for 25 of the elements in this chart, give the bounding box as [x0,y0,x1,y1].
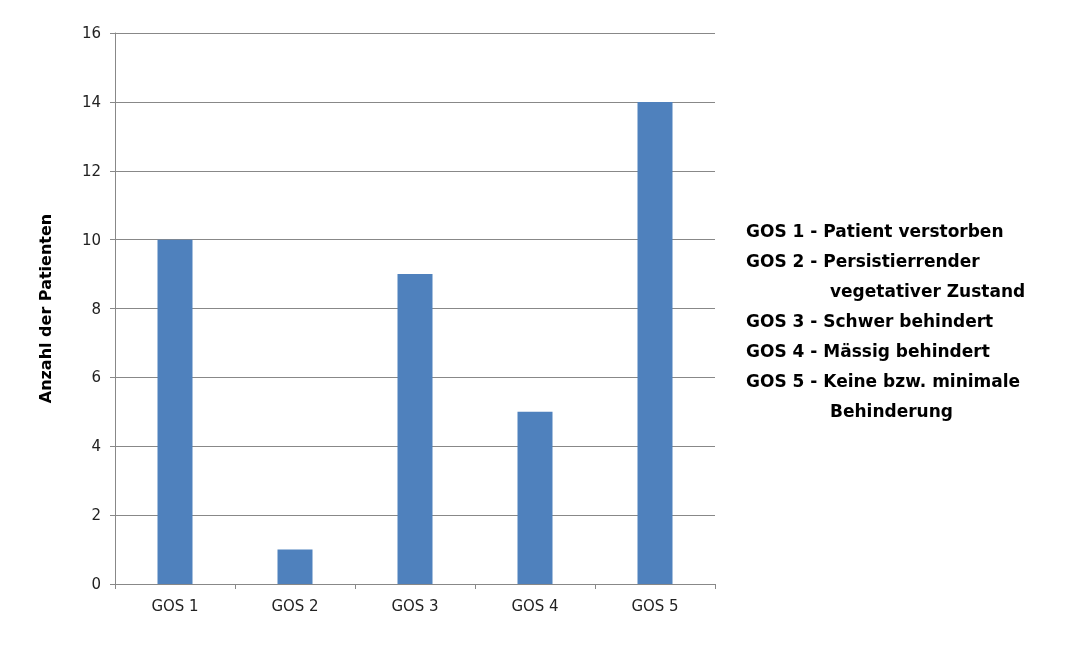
x-tick-label: GOS 3 [391,596,439,615]
y-tick-label: 8 [91,299,101,318]
y-tick-label: 12 [81,161,101,180]
text: GOS 4 - Mässig behindert [746,340,991,363]
y-tick-label: 4 [91,437,101,456]
y-tick-label: 2 [91,506,101,525]
x-tick-label: GOS 2 [271,596,319,615]
text: GOS 1 - Patient verstorben [746,220,1005,243]
bar [517,411,553,584]
y-tick-label: 0 [91,575,101,593]
text: GOS 5 - Keine bzw. minimale Behinderung [746,370,1022,423]
bar [157,239,193,584]
y-axis-title: Anzahl der Patienten [35,213,55,404]
y-tick-label: 10 [81,230,101,249]
bar [277,549,313,584]
x-tick-label: GOS 4 [511,596,559,615]
bar [397,274,433,584]
y-tick-label: 16 [81,24,101,42]
text: GOS 2 - Persistierrender vegetativer Zustand [746,250,1027,303]
x-tick-label: GOS 5 [631,596,679,615]
bar [637,101,673,584]
y-tick-label: 6 [91,368,101,387]
x-tick-label: GOS 1 [151,596,199,615]
text: GOS 3 - Schwer behindert [746,310,995,333]
y-tick-label: 14 [81,92,101,111]
